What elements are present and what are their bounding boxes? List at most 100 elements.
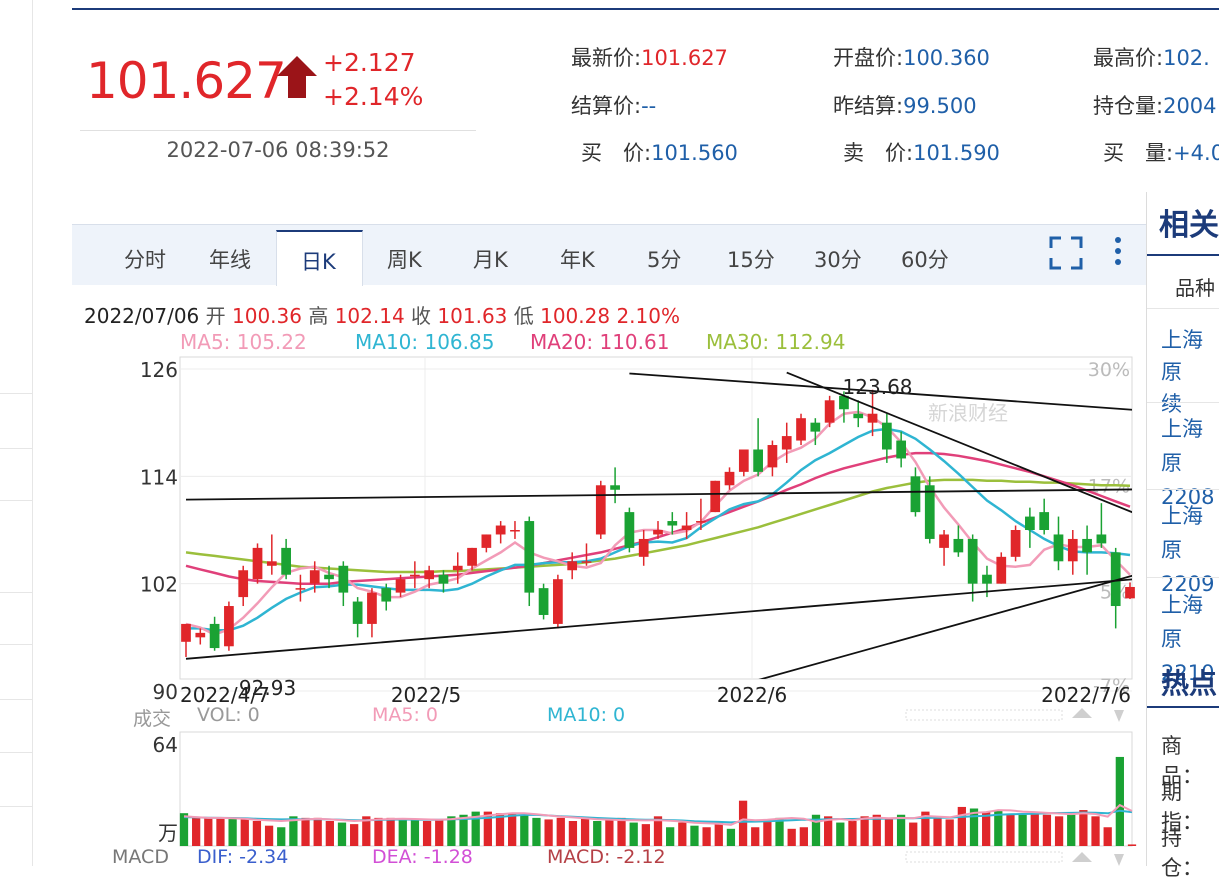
tab-monthly-k[interactable]: 月K — [473, 248, 508, 272]
candle-body — [1067, 538, 1078, 562]
candle-body — [581, 561, 592, 563]
related-item-name: 上海原 — [1161, 417, 1203, 475]
candle-body — [638, 538, 649, 557]
tab-weekly-k[interactable]: 周K — [387, 248, 422, 272]
field-bid-volume: 买 量:+4.0 — [1103, 137, 1219, 167]
candle-body — [381, 588, 392, 602]
y-tick-label: 90 — [153, 680, 178, 704]
row-divider — [1147, 577, 1219, 578]
field-label: 最高价: — [1093, 46, 1164, 70]
hot-item-positions[interactable]: 持仓： — [1161, 826, 1203, 880]
field-value: +4.0 — [1173, 141, 1219, 165]
candle-body — [352, 601, 363, 624]
candle — [553, 574, 563, 629]
volume-bar — [1018, 814, 1027, 846]
tab-5min[interactable]: 5分 — [647, 248, 682, 272]
candle — [767, 440, 778, 477]
volume-bar — [593, 821, 602, 846]
tab-30min[interactable]: 30分 — [814, 248, 862, 272]
chart-tab-bar — [72, 224, 1146, 285]
related-item[interactable]: 上海原 2209 — [1161, 499, 1219, 601]
candle — [796, 413, 806, 446]
candle — [924, 476, 935, 544]
tab-15min[interactable]: 15分 — [727, 248, 775, 272]
tab-yearly-k[interactable]: 年K — [560, 248, 595, 272]
field-prev-settlement: 昨结算:99.500 — [833, 90, 977, 120]
candle-body — [696, 521, 706, 523]
candle — [982, 565, 992, 598]
candle — [853, 400, 864, 428]
field-value: 101.627 — [641, 46, 728, 70]
volume-bar — [1067, 814, 1076, 846]
row-divider — [1147, 402, 1219, 403]
related-item[interactable]: 上海原续 — [1161, 324, 1219, 420]
sidebar-divider — [0, 699, 32, 700]
volume-bar — [775, 817, 784, 846]
related-title: 相关 — [1159, 208, 1219, 243]
volume-bar — [909, 822, 918, 846]
candle-body — [1082, 538, 1092, 553]
volume-bar — [192, 817, 201, 846]
vol-y-tick: 64 — [153, 733, 178, 757]
field-value: 2004 — [1163, 94, 1217, 118]
candle — [1125, 582, 1135, 600]
candle — [910, 467, 921, 517]
field-ask-price: 卖 价:101.590 — [843, 137, 1000, 167]
candle — [896, 431, 907, 468]
volume-bar — [447, 816, 456, 846]
candle-body — [538, 588, 549, 615]
candle — [567, 552, 578, 580]
more-menu-icon[interactable] — [1110, 234, 1126, 270]
candle-body — [1110, 552, 1121, 607]
candle — [881, 413, 892, 463]
volume-bar — [957, 806, 966, 846]
fullscreen-icon[interactable] — [1049, 236, 1083, 270]
candle-body — [853, 413, 864, 419]
candle — [638, 530, 649, 566]
volume-bar — [836, 822, 845, 846]
tab-intraday[interactable]: 分时 — [124, 248, 166, 272]
vol-title: 成交 — [133, 708, 172, 730]
candle — [195, 628, 206, 645]
candle — [953, 525, 964, 557]
low-annotation: 92.93 — [239, 676, 296, 700]
candle — [424, 565, 435, 589]
hot-item-index-futures[interactable]: 期指： — [1161, 780, 1203, 834]
hot-item-commodity[interactable]: 商品： — [1161, 734, 1203, 788]
candle-body — [939, 534, 949, 548]
volume-bar — [179, 813, 189, 846]
field-label: 买 价: — [581, 141, 652, 165]
candle-body — [238, 570, 249, 598]
header-rule — [72, 8, 1219, 10]
watermark: 新浪财经 — [928, 401, 1008, 425]
candle-body — [796, 418, 806, 441]
volume-bar — [313, 817, 322, 846]
candle — [738, 449, 749, 477]
candle-body — [1039, 512, 1050, 530]
candle-body — [524, 521, 535, 593]
candle-body — [252, 547, 263, 580]
related-item[interactable]: 上海原 2210 — [1161, 588, 1219, 690]
row-divider — [1147, 308, 1219, 309]
pct-tick-label: 5% — [1100, 582, 1130, 604]
ma20-line — [185, 451, 1131, 585]
candle — [696, 498, 706, 530]
candle — [224, 601, 234, 651]
candle — [624, 507, 635, 553]
range-slider — [905, 709, 1063, 721]
volume-bar — [1042, 814, 1052, 846]
candle — [1053, 516, 1064, 571]
tab-60min[interactable]: 60分 — [901, 248, 949, 272]
volume-bar — [1115, 756, 1124, 846]
volume-bar — [617, 817, 626, 846]
volume-bar — [872, 814, 881, 846]
tab-yearly-line[interactable]: 年线 — [209, 248, 251, 272]
candle — [867, 389, 878, 437]
ohlc-open-label: 开 — [205, 304, 226, 328]
ohlc-open: 100.36 — [232, 304, 302, 328]
tab-daily-k[interactable]: 日K — [301, 250, 336, 274]
field-label: 结算价: — [571, 94, 642, 118]
volume-bar — [228, 817, 237, 846]
price-panel-frame — [179, 356, 1133, 680]
volume-bar — [629, 822, 638, 846]
